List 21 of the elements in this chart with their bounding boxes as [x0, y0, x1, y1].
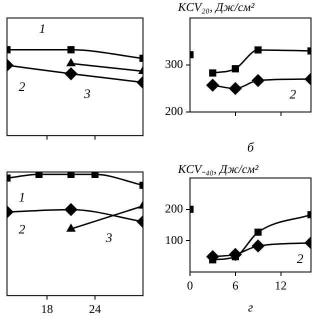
- y-tick-label: 300: [165, 57, 183, 72]
- annotation: 2: [290, 86, 297, 102]
- annotation: 2: [296, 251, 304, 266]
- x-axis-title: г: [248, 300, 254, 315]
- y-tick-label: 200: [165, 201, 183, 216]
- y-tick-label: 200: [165, 104, 183, 118]
- annotation: 2: [18, 78, 26, 94]
- annotation: 3: [104, 230, 113, 246]
- y-axis-title: KCV₂₀, Дж/см²: [178, 0, 254, 15]
- x-axis-title: б: [247, 140, 254, 155]
- y-axis-title: KCV₋₄₀, Дж/см²: [178, 161, 258, 177]
- x-tick-label: 12: [274, 278, 287, 292]
- y-tick-label: 100: [165, 232, 183, 247]
- x-tick-label: 6: [232, 278, 238, 292]
- annotation: 3: [82, 86, 91, 101]
- x-tick-label: 18: [41, 302, 53, 316]
- annotation: 1: [18, 189, 26, 204]
- text: 1: [39, 21, 46, 36]
- x-tick-label: 24: [89, 302, 101, 316]
- x-tick-label: 0: [187, 278, 193, 292]
- annotation: 2: [18, 222, 26, 237]
